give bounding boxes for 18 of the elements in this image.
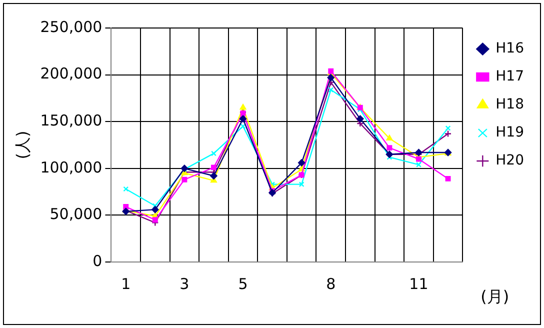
y-tick-label: 150,000 xyxy=(40,111,102,130)
y-tick-label: 200,000 xyxy=(40,64,102,83)
x-tick-label: 5 xyxy=(238,274,248,293)
x-tick-label: 11 xyxy=(409,274,428,293)
legend-label: H17 xyxy=(496,68,524,85)
legend-label: H16 xyxy=(496,40,524,57)
legend-label: H20 xyxy=(496,152,524,169)
y-tick-label: 50,000 xyxy=(50,205,102,224)
x-tick-label: 3 xyxy=(180,274,190,293)
x-axis-title: (月) xyxy=(480,287,510,306)
y-tick-label: 100,000 xyxy=(40,158,102,176)
y-tick-label: 250,000 xyxy=(40,18,102,36)
legend-label: H18 xyxy=(496,96,524,113)
y-tick-label: 0 xyxy=(92,252,102,270)
y-axis-title: (人) xyxy=(12,130,32,160)
x-tick-label: 8 xyxy=(326,274,336,293)
x-tick-label: 1 xyxy=(121,274,131,293)
legend-label: H19 xyxy=(496,124,524,141)
